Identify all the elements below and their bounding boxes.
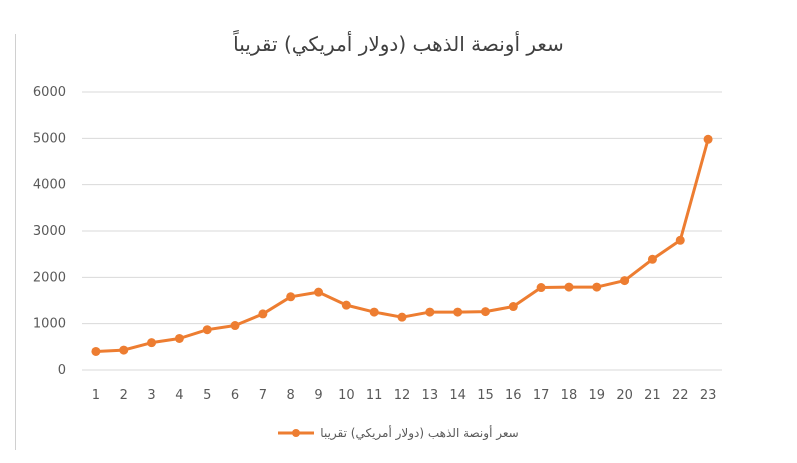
chart-border xyxy=(15,34,16,450)
data-point xyxy=(425,307,435,317)
data-point xyxy=(536,283,546,293)
x-tick-label: 10 xyxy=(338,388,355,403)
x-tick-label: 5 xyxy=(203,388,211,403)
x-tick-label: 1 xyxy=(92,388,100,403)
x-tick-label: 19 xyxy=(589,388,606,403)
y-tick-label: 0 xyxy=(58,363,66,378)
data-point xyxy=(703,134,713,144)
x-tick-label: 2 xyxy=(120,388,128,403)
data-point xyxy=(620,276,630,286)
data-point xyxy=(286,292,296,302)
y-tick-label: 2000 xyxy=(33,270,66,285)
x-tick-label: 18 xyxy=(561,388,578,403)
legend: سعر أونصة الذهب (دولار أمريكي) تقريبا xyxy=(0,426,797,440)
x-tick-label: 23 xyxy=(700,388,717,403)
data-point xyxy=(508,302,518,312)
x-tick-label: 9 xyxy=(314,388,322,403)
data-point xyxy=(91,346,101,356)
data-point xyxy=(369,307,379,317)
data-point xyxy=(397,312,407,322)
legend-label: سعر أونصة الذهب (دولار أمريكي) تقريبا xyxy=(320,426,519,440)
data-point xyxy=(314,287,324,297)
x-tick-label: 11 xyxy=(366,388,383,403)
x-tick-label: 16 xyxy=(505,388,522,403)
y-tick-label: 4000 xyxy=(33,178,66,193)
legend-line-marker-icon xyxy=(278,429,315,437)
data-point xyxy=(147,338,157,348)
data-point xyxy=(453,307,463,317)
data-point xyxy=(119,345,129,355)
y-tick-label: 1000 xyxy=(33,317,66,332)
data-point xyxy=(647,254,657,264)
data-point xyxy=(174,333,184,343)
data-point xyxy=(480,307,490,317)
data-point xyxy=(564,282,574,292)
data-point xyxy=(258,309,268,319)
x-tick-label: 22 xyxy=(672,388,689,403)
data-point xyxy=(592,282,602,292)
x-tick-label: 4 xyxy=(175,388,183,403)
data-point xyxy=(202,325,212,335)
data-point xyxy=(675,235,685,245)
x-tick-label: 12 xyxy=(394,388,411,403)
y-tick-label: 3000 xyxy=(33,224,66,239)
y-tick-label: 6000 xyxy=(33,85,66,100)
x-tick-label: 6 xyxy=(231,388,239,403)
x-tick-label: 15 xyxy=(477,388,494,403)
x-tick-label: 3 xyxy=(147,388,155,403)
x-tick-label: 8 xyxy=(287,388,295,403)
x-tick-label: 7 xyxy=(259,388,267,403)
x-tick-label: 17 xyxy=(533,388,550,403)
y-tick-label: 5000 xyxy=(33,131,66,146)
x-tick-label: 20 xyxy=(616,388,633,403)
chart-title: سعر أونصة الذهب (دولار أمريكي) تقريباً xyxy=(233,32,564,56)
x-tick-label: 14 xyxy=(449,388,466,403)
data-point xyxy=(341,300,351,310)
x-tick-label: 13 xyxy=(422,388,439,403)
data-point xyxy=(230,321,240,331)
x-tick-label: 21 xyxy=(644,388,661,403)
